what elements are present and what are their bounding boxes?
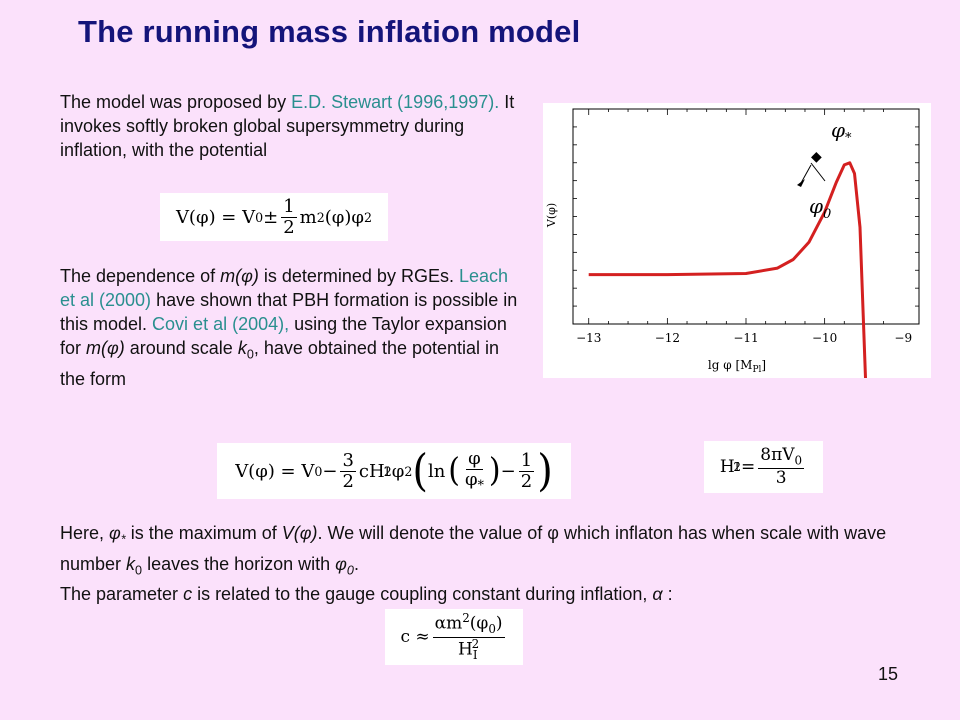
potential-chart: −13 −12 −11 −10 −9 ◆ φ* φ0 V(φ) lg φ [MPl] — [545, 108, 920, 379]
intro-paragraph: The model was proposed by E.D. Stewart (… — [60, 92, 515, 160]
x-tick-label: −10 — [812, 331, 837, 345]
rge-paragraph: The dependence of m(φ) is determined by … — [60, 266, 518, 389]
stewart-reference[interactable]: E.D. Stewart (1996,1997). — [291, 92, 500, 112]
x-tick-label: −12 — [655, 331, 680, 345]
arrow-shaft — [800, 164, 812, 184]
plot-frame — [572, 108, 920, 325]
formula-c-parameter: c ≈ αm2(φ0) HI2 — [385, 609, 523, 665]
slide-number: 15 — [877, 664, 898, 684]
x-tick-label: −11 — [733, 331, 758, 345]
definitions-paragraph: Here, φ* is the maximum of V(φ). We will… — [60, 523, 887, 605]
phi-zero-label: φ0 — [809, 194, 831, 222]
phi-star-label: φ* — [831, 118, 852, 146]
potential-curve — [588, 161, 867, 379]
potential-plot: −13 −12 −11 −10 −9 ◆ φ* φ0 V(φ) lg φ [MPl] — [543, 103, 931, 379]
y-axis-label: V(φ) — [545, 203, 558, 228]
marker-dot: ◆ — [811, 148, 822, 164]
x-tick-label: −13 — [576, 331, 601, 345]
x-tick-label: −9 — [894, 331, 912, 345]
arrow-head — [797, 179, 805, 187]
x-axis-label: lg φ [MPl] — [708, 358, 766, 375]
marker-line — [810, 162, 826, 182]
covi-reference[interactable]: Covi et al (2004), — [152, 314, 290, 334]
leach-reference[interactable]: Leach et al (2000) — [60, 266, 508, 310]
slide-title: The running mass inflation model — [78, 14, 581, 49]
